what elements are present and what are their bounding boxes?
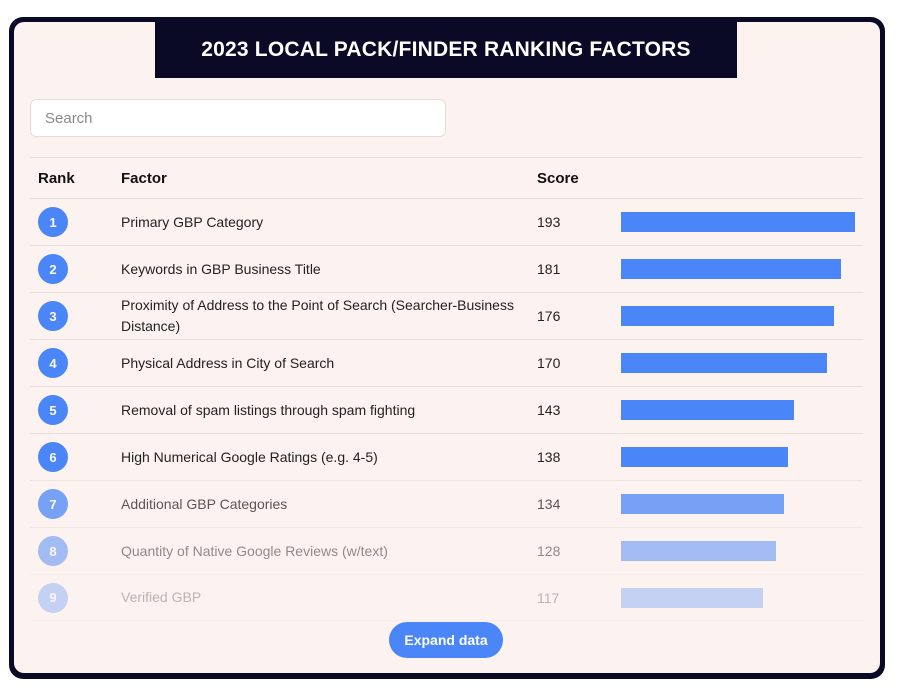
score-value: 134 <box>537 496 561 512</box>
rank-badge: 7 <box>38 489 68 519</box>
score-value: 143 <box>537 402 561 418</box>
score-bar <box>621 212 855 232</box>
score-bar-track <box>621 447 861 467</box>
rank-badge: 2 <box>38 254 68 284</box>
factor-name: Proximity of Address to the Point of Sea… <box>121 297 514 334</box>
header-factor[interactable]: Factor <box>121 169 167 187</box>
score-value: 176 <box>537 308 561 324</box>
table-row[interactable]: 2 Keywords in GBP Business Title 181 <box>30 245 863 292</box>
score-value: 181 <box>537 261 561 277</box>
factor-name: Verified GBP <box>121 589 202 605</box>
table-row[interactable]: 5 Removal of spam listings through spam f… <box>30 386 863 433</box>
rank-badge: 6 <box>38 442 68 472</box>
score-bar-track <box>621 353 861 373</box>
table-row[interactable]: 1 Primary GBP Category 193 <box>30 198 863 245</box>
factor-name: Keywords in GBP Business Title <box>121 260 321 277</box>
score-bar <box>621 400 795 420</box>
factor-name: Additional GBP Categories <box>121 495 288 512</box>
score-bar-track <box>621 306 861 326</box>
factor-name: Physical Address in City of Search <box>121 354 335 371</box>
score-bar <box>621 494 784 514</box>
table-row[interactable]: 9 Verified GBP 117 <box>30 574 863 621</box>
widget-panel: 2023 LOCAL PACK/FINDER RANKING FACTORS R… <box>14 22 880 673</box>
table-header: Rank Factor Score <box>30 157 863 198</box>
score-bar-track <box>621 494 861 514</box>
rank-badge: 8 <box>38 536 68 566</box>
table-row[interactable]: 3 Proximity of Address to the Point of Se… <box>30 292 863 339</box>
widget-frame: 2023 LOCAL PACK/FINDER RANKING FACTORS R… <box>9 17 885 679</box>
page-title: 2023 LOCAL PACK/FINDER RANKING FACTORS <box>155 22 737 78</box>
score-value: 128 <box>537 543 561 559</box>
rank-badge: 1 <box>38 207 68 237</box>
score-bar-track <box>621 587 861 608</box>
score-bar <box>621 353 828 373</box>
score-bar <box>621 587 763 608</box>
factor-name: High Numerical Google Ratings (e.g. 4-5) <box>121 448 378 465</box>
search-input[interactable] <box>30 99 446 137</box>
factor-name: Removal of spam listings through spam fi… <box>121 401 416 418</box>
score-bar-track <box>621 259 861 279</box>
score-value: 117 <box>537 589 560 606</box>
table-row[interactable]: 6 High Numerical Google Ratings (e.g. 4-5… <box>30 433 863 480</box>
score-value: 170 <box>537 355 561 371</box>
table-row[interactable]: 4 Physical Address in City of Search 170 <box>30 339 863 386</box>
score-bar <box>621 259 841 279</box>
score-value: 193 <box>537 214 561 230</box>
table-row[interactable]: 8 Quantity of Native Google Reviews (w/te… <box>30 527 863 574</box>
rank-badge: 4 <box>38 348 68 378</box>
score-bar <box>621 541 777 561</box>
score-bar <box>621 306 835 326</box>
header-score[interactable]: Score <box>537 169 579 187</box>
score-bar-track <box>621 541 861 561</box>
table-row[interactable]: 7 Additional GBP Categories 134 <box>30 480 863 527</box>
rank-badge: 9 <box>38 582 68 613</box>
score-bar-track <box>621 400 861 420</box>
header-rank[interactable]: Rank <box>38 169 75 187</box>
rank-badge: 5 <box>38 395 68 425</box>
score-bar <box>621 447 789 467</box>
factor-name: Primary GBP Category <box>121 213 264 230</box>
ranking-table: Rank Factor Score 1 Primary GBP Category 1… <box>30 157 863 621</box>
expand-data-button[interactable]: Expand data <box>389 622 503 658</box>
rank-badge: 3 <box>38 301 68 331</box>
score-bar-track <box>621 212 861 232</box>
factor-name: Quantity of Native Google Reviews (w/tex… <box>121 542 388 559</box>
score-value: 138 <box>537 449 561 465</box>
